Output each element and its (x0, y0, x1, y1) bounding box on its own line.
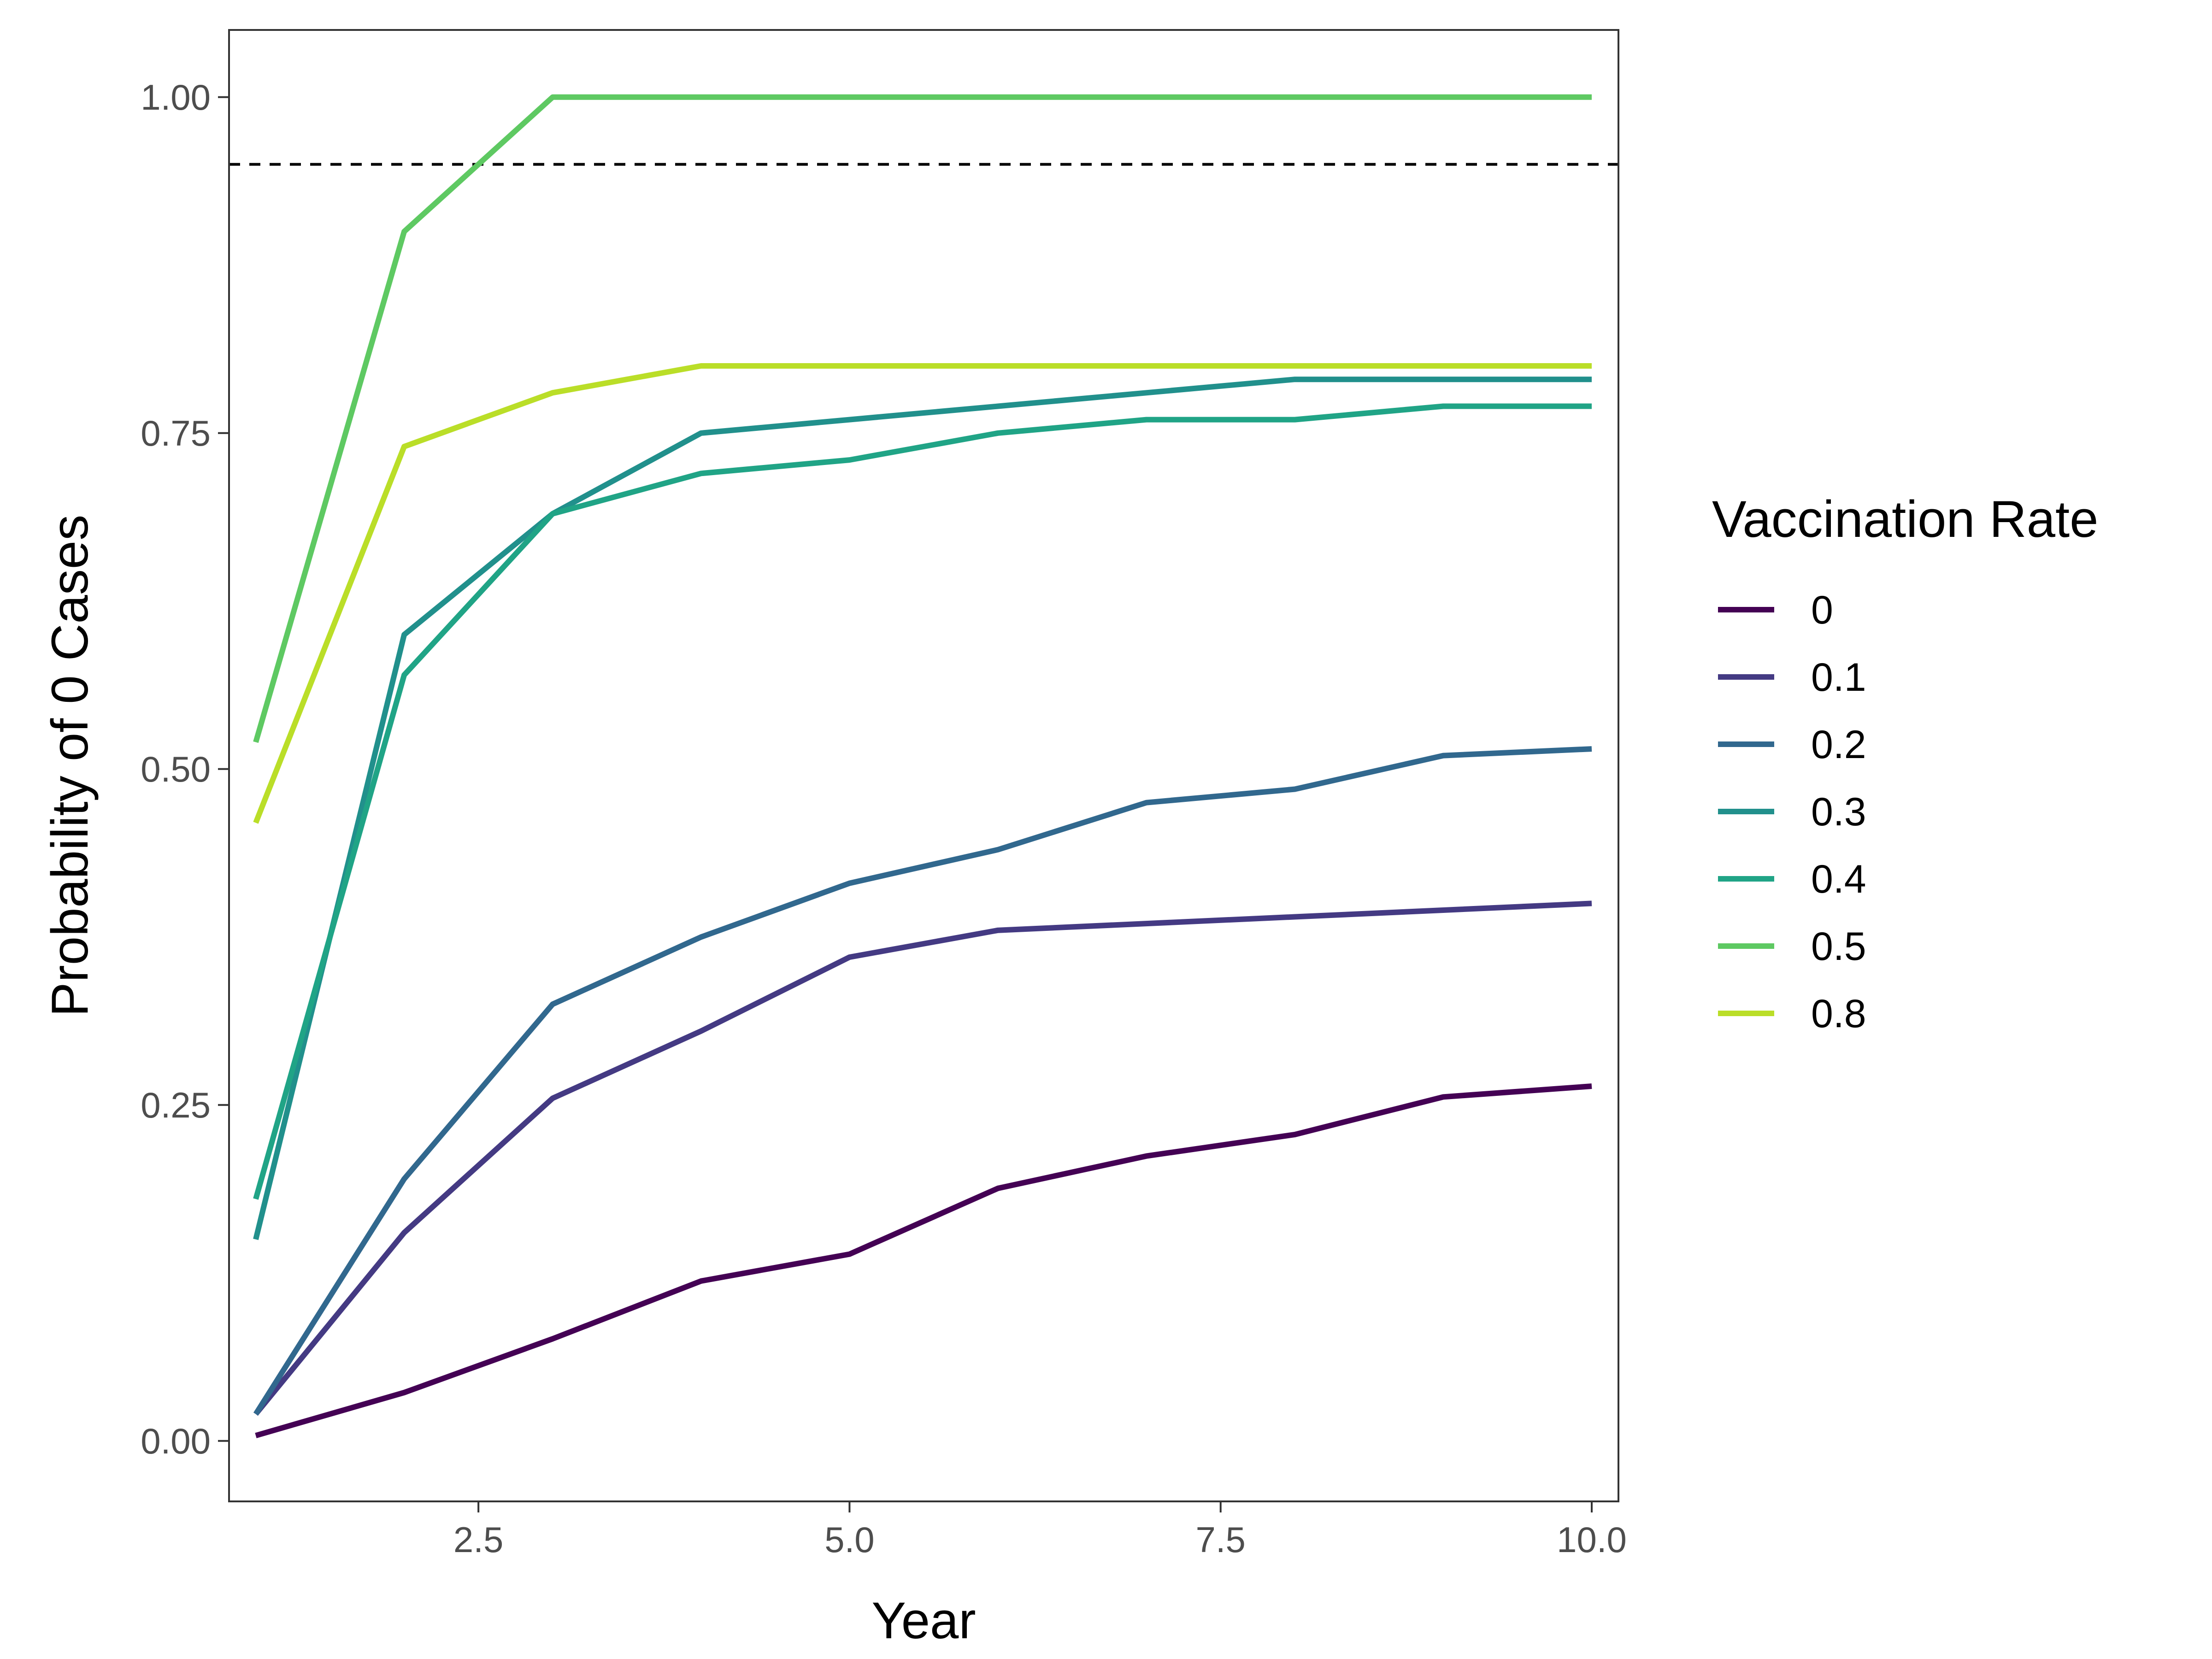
legend-title: Vaccination Rate (1712, 490, 2098, 548)
series-line-0 (255, 1083, 1592, 1438)
legend-label: 0.2 (1811, 723, 1866, 767)
series-line-0-4 (253, 403, 1592, 1200)
series-line-0-5 (253, 94, 1592, 743)
legend: Vaccination Rate 0 0.1 0.2 0.3 0.4 0.5 0.8 (1712, 490, 2098, 1036)
x-axis-title: Year (871, 1592, 976, 1649)
series-line-0-2 (253, 746, 1592, 1416)
legend-items: 0 0.1 0.2 0.3 0.4 0.5 0.8 (1718, 588, 1866, 1036)
legend-label: 0.4 (1811, 857, 1866, 901)
y-tick-label: 0.00 (141, 1421, 211, 1461)
y-tick-label: 0.50 (141, 749, 211, 789)
axis-layer: 0.00 0.25 0.50 0.75 1.00 2.5 5.0 7.5 10.0 (141, 77, 1627, 1560)
y-axis-title: Probability of 0 Cases (41, 515, 99, 1017)
y-tick-label: 0.75 (141, 413, 211, 453)
legend-label: 0.8 (1811, 992, 1866, 1036)
y-tick-label: 0.25 (141, 1085, 211, 1125)
legend-label: 0 (1811, 588, 1833, 632)
plot-panel-border (228, 29, 1619, 1502)
legend-label: 0.5 (1811, 924, 1866, 969)
legend-label: 0.3 (1811, 790, 1866, 834)
series-line-0-8 (253, 363, 1592, 824)
y-tick-label: 1.00 (141, 77, 211, 118)
x-tick-label: 10.0 (1557, 1519, 1627, 1560)
x-tick-label: 2.5 (453, 1519, 503, 1560)
legend-label: 0.1 (1811, 655, 1866, 700)
series-line-0-1 (253, 900, 1592, 1416)
x-tick-label: 7.5 (1196, 1519, 1246, 1560)
series-layer (253, 94, 1592, 1438)
series-line-0-3 (253, 377, 1592, 1240)
x-tick-label: 5.0 (824, 1519, 874, 1560)
